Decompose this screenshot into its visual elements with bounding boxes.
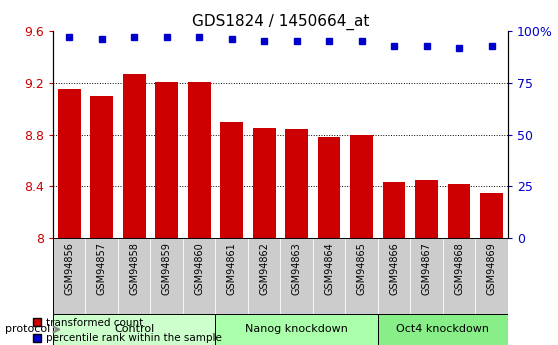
Bar: [85, 238, 118, 314]
Text: GSM94865: GSM94865: [357, 242, 367, 295]
Text: GSM94867: GSM94867: [422, 242, 431, 295]
Text: GSM94868: GSM94868: [454, 242, 464, 295]
Bar: [313, 238, 345, 314]
Bar: [90, 96, 113, 238]
Bar: [280, 238, 313, 314]
Bar: [383, 183, 406, 238]
Text: GSM94869: GSM94869: [487, 242, 497, 295]
Text: protocol: protocol: [5, 325, 50, 334]
Text: Oct4 knockdown: Oct4 knockdown: [396, 325, 489, 334]
Text: Control: Control: [114, 325, 155, 334]
Legend: transformed count, percentile rank within the sample: transformed count, percentile rank withi…: [33, 318, 222, 343]
Bar: [318, 137, 340, 238]
Bar: [350, 135, 373, 238]
Bar: [53, 314, 215, 345]
Text: GSM94857: GSM94857: [97, 242, 107, 295]
Bar: [443, 238, 475, 314]
Text: GSM94858: GSM94858: [129, 242, 139, 295]
Bar: [410, 238, 443, 314]
Text: GSM94859: GSM94859: [162, 242, 172, 295]
Text: GSM94863: GSM94863: [292, 242, 302, 295]
Bar: [475, 238, 508, 314]
Bar: [378, 314, 508, 345]
Bar: [215, 314, 378, 345]
Bar: [415, 180, 438, 238]
Bar: [345, 238, 378, 314]
Bar: [151, 238, 183, 314]
Text: GSM94862: GSM94862: [259, 242, 269, 295]
Text: Nanog knockdown: Nanog knockdown: [245, 325, 348, 334]
Bar: [378, 238, 410, 314]
Bar: [448, 184, 470, 238]
Text: GSM94864: GSM94864: [324, 242, 334, 295]
Bar: [155, 81, 178, 238]
Bar: [248, 238, 281, 314]
Title: GDS1824 / 1450664_at: GDS1824 / 1450664_at: [192, 13, 369, 30]
Text: GSM94856: GSM94856: [64, 242, 74, 295]
Text: GSM94866: GSM94866: [389, 242, 399, 295]
Bar: [183, 238, 215, 314]
Bar: [118, 238, 151, 314]
Bar: [220, 121, 243, 238]
Text: GSM94861: GSM94861: [227, 242, 237, 295]
Bar: [215, 238, 248, 314]
Bar: [53, 238, 85, 314]
Bar: [123, 74, 146, 238]
Bar: [285, 129, 308, 238]
Bar: [480, 193, 503, 238]
Text: GSM94860: GSM94860: [194, 242, 204, 295]
Bar: [253, 128, 276, 238]
Bar: [58, 89, 80, 238]
Bar: [188, 81, 210, 238]
